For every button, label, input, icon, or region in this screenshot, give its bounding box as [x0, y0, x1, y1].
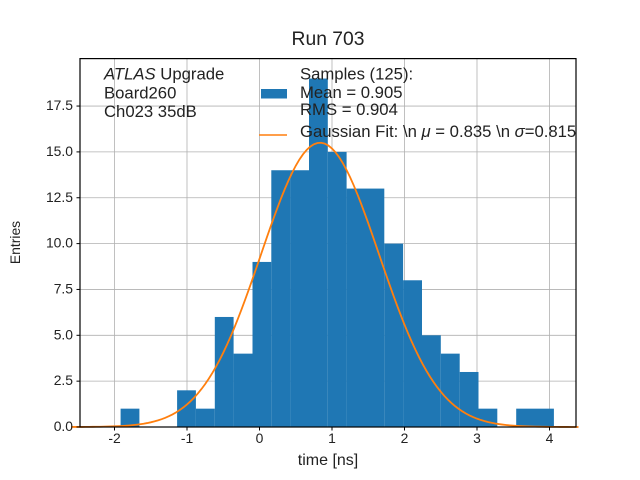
svg-text:3: 3 — [473, 430, 481, 446]
svg-text:2.5: 2.5 — [54, 372, 74, 388]
svg-text:Board260: Board260 — [104, 84, 176, 103]
svg-text:7.5: 7.5 — [54, 280, 74, 296]
svg-text:Ch023 35dB: Ch023 35dB — [104, 102, 197, 121]
svg-text:10.0: 10.0 — [46, 235, 73, 251]
svg-text:Gaussian Fit: \n μ = 0.835 \n: Gaussian Fit: \n μ = 0.835 \n σ=0.815 — [300, 122, 576, 141]
svg-text:ATLAS Upgrade: ATLAS Upgrade — [103, 65, 224, 84]
svg-text:0: 0 — [256, 430, 264, 446]
svg-text:-1: -1 — [181, 430, 194, 446]
svg-text:1: 1 — [328, 430, 336, 446]
svg-text:Run 703: Run 703 — [292, 29, 365, 50]
svg-text:Entries: Entries — [7, 221, 23, 264]
svg-text:time [ns]: time [ns] — [298, 452, 358, 469]
svg-text:5.0: 5.0 — [54, 326, 74, 342]
svg-text:15.0: 15.0 — [46, 143, 73, 159]
svg-text:0.0: 0.0 — [54, 418, 74, 434]
svg-text:Samples (125):: Samples (125): — [300, 65, 413, 84]
svg-text:RMS = 0.904: RMS = 0.904 — [300, 100, 398, 119]
svg-text:4: 4 — [546, 430, 554, 446]
svg-text:-2: -2 — [108, 430, 121, 446]
svg-text:17.5: 17.5 — [46, 97, 73, 113]
svg-text:2: 2 — [401, 430, 409, 446]
svg-text:12.5: 12.5 — [46, 189, 73, 205]
